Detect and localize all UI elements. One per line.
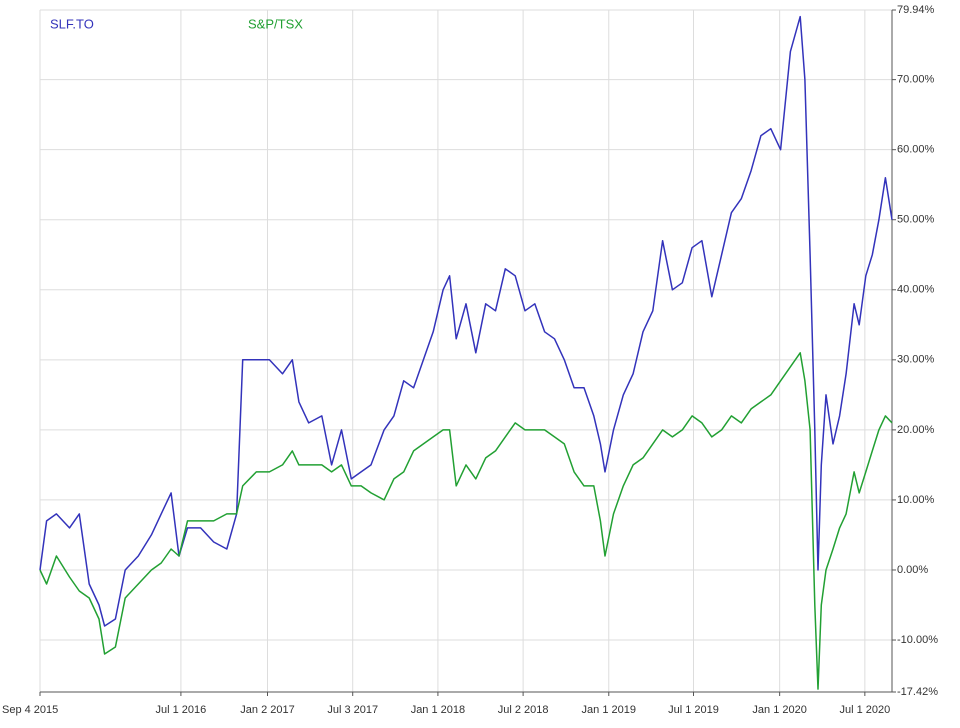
x-tick-label: Jul 3 2017 [327, 704, 378, 716]
y-tick-label: 10.00% [897, 494, 935, 506]
x-tick-label: Jan 2 2017 [240, 704, 294, 716]
y-tick-label: 50.00% [897, 214, 935, 226]
series-line [39, 15, 893, 627]
y-tick-label: 20.00% [897, 424, 935, 436]
x-tick-label: Jan 1 2019 [582, 704, 636, 716]
x-tick-label: Jan 1 2020 [752, 704, 806, 716]
x-tick-label: Jul 1 2019 [668, 704, 719, 716]
x-tick-label: Jul 1 2016 [156, 704, 207, 716]
y-tick-label: -10.00% [897, 634, 938, 646]
y-tick-label: 40.00% [897, 284, 935, 296]
series-line [39, 352, 893, 690]
x-tick-label: Jul 1 2020 [839, 704, 890, 716]
legend-entry: S&P/TSX [248, 16, 303, 31]
y-tick-label: 70.00% [897, 74, 935, 86]
y-tick-label: 0.00% [897, 564, 928, 576]
y-tick-label: 79.94% [897, 4, 935, 16]
x-tick-label: Sep 4 2015 [2, 704, 58, 716]
y-tick-label: 30.00% [897, 354, 935, 366]
y-tick-label: 60.00% [897, 144, 935, 156]
legend-entry: SLF.TO [50, 16, 94, 31]
x-tick-label: Jan 1 2018 [411, 704, 465, 716]
x-tick-label: Jul 2 2018 [498, 704, 549, 716]
y-tick-label: -17.42% [897, 686, 938, 698]
